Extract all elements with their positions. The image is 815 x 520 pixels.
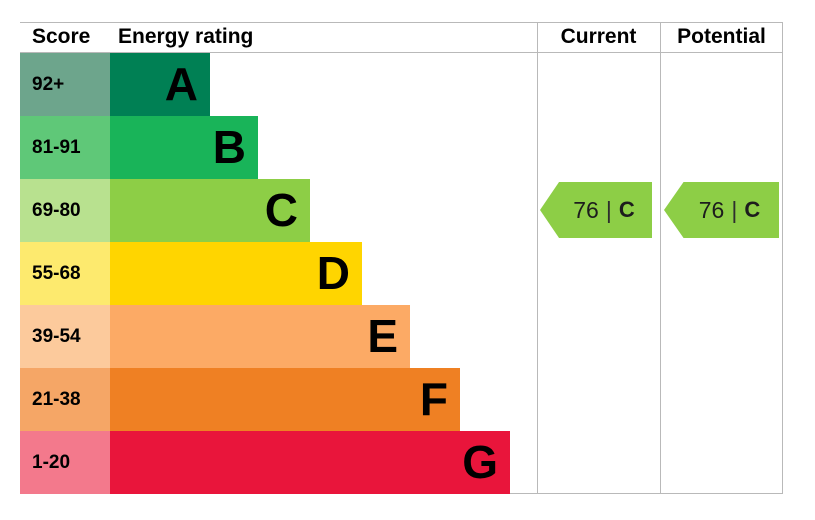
score-cell: 21-38: [20, 368, 110, 431]
current-column-left-border: [537, 22, 538, 493]
potential-column-header: Potential: [677, 25, 766, 48]
header-bottom-border: [20, 52, 783, 53]
rating-bar: B: [110, 116, 258, 179]
score-cell: 92+: [20, 53, 110, 116]
score-cell: 81-91: [20, 116, 110, 179]
band-row-c: 69-80 C: [20, 179, 537, 242]
band-row-e: 39-54 E: [20, 305, 537, 368]
potential-rating-arrow: 76 | C: [664, 182, 779, 238]
band-row-a: 92+ A: [20, 53, 537, 116]
rating-bar: D: [110, 242, 362, 305]
band-row-d: 55-68 D: [20, 242, 537, 305]
band-letter: F: [419, 373, 448, 425]
band-letter: D: [316, 247, 350, 299]
band-letter: B: [212, 121, 246, 173]
band-letter: G: [462, 436, 498, 488]
table-top-border: [20, 22, 783, 23]
score-cell: 39-54: [20, 305, 110, 368]
band-letter: A: [164, 58, 198, 110]
current-rating-arrow: 76 | C: [540, 182, 652, 238]
rating-bar: G: [110, 431, 510, 494]
band-letter: C: [264, 184, 298, 236]
energy-rating-column-header: Energy rating: [118, 25, 254, 48]
potential-rating-value: 76: [698, 196, 725, 223]
band-row-f: 21-38 F: [20, 368, 537, 431]
current-rating-band: C: [618, 197, 635, 222]
current-column-header: Current: [560, 25, 637, 48]
current-rating-value: 76: [573, 196, 599, 223]
band-row-b: 81-91 B: [20, 116, 537, 179]
score-cell: 55-68: [20, 242, 110, 305]
rating-bar: A: [110, 53, 210, 116]
band-row-g: 1-20 G: [20, 431, 537, 494]
score-column-header: Score: [32, 25, 91, 48]
potential-rating-divider: |: [731, 196, 738, 223]
score-cell: 1-20: [20, 431, 110, 494]
score-cell: 69-80: [20, 179, 110, 242]
band-letter: E: [367, 310, 398, 362]
rating-bar: F: [110, 368, 460, 431]
band-rows: 92+ A 81-91 B 69-80 C 55-68 D 39-54 E 21…: [20, 53, 537, 494]
rating-bar: C: [110, 179, 310, 242]
rating-bar: E: [110, 305, 410, 368]
potential-column-left-border: [660, 22, 661, 493]
current-rating-divider: |: [605, 196, 612, 223]
potential-rating-band: C: [744, 197, 761, 222]
table-right-border: [782, 22, 783, 493]
